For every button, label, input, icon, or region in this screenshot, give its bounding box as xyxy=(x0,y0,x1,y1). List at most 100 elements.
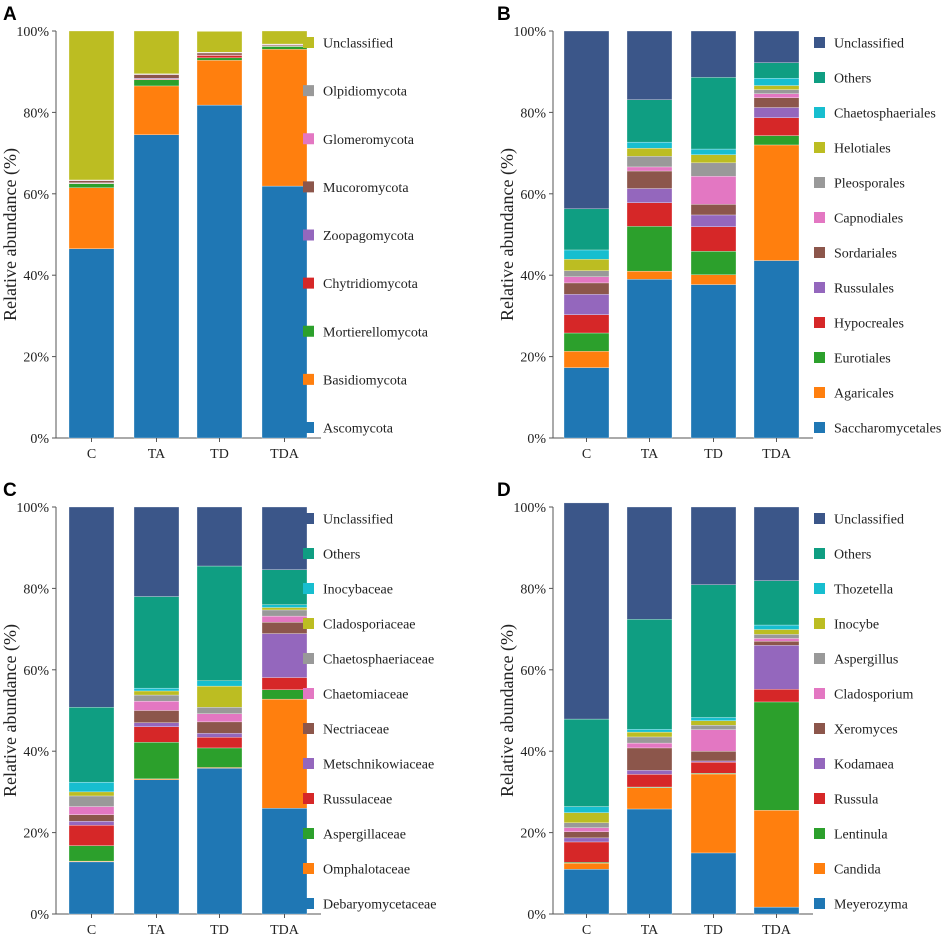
bar-segment-unclassified-c xyxy=(563,30,610,210)
legend-swatch xyxy=(814,688,825,699)
bar-segment-chaetosphaeriaceae-td xyxy=(196,707,243,714)
bar-segment-kodamaea-tda xyxy=(753,645,800,690)
bar-segment-unclassified-ta xyxy=(133,506,180,597)
x-tick-label: C xyxy=(87,447,96,462)
legend-label: Saccharomycetales xyxy=(834,422,941,437)
bar-segment-aspergillus-tda xyxy=(753,634,800,639)
bar-segment-candida-tda xyxy=(753,810,800,908)
bar-segment-unclassified-tda xyxy=(261,30,308,45)
legend-label: Sordariales xyxy=(834,247,897,262)
bar-segment-unclassified-ta xyxy=(626,506,673,620)
x-tick-label: C xyxy=(582,923,591,936)
legend-label: Cladosporium xyxy=(834,688,913,703)
legend-label: Mucoromycota xyxy=(323,181,409,196)
legend-swatch xyxy=(814,37,825,48)
y-tick-label: 20% xyxy=(520,351,546,366)
bar-segment-meyerozyma-c xyxy=(563,869,610,915)
legend-label: Chaetosphaeriales xyxy=(834,107,936,122)
x-tick-label: TDA xyxy=(762,447,792,462)
bar-segment-omphalotaceae-tda xyxy=(261,698,308,809)
x-tick-label: TDA xyxy=(270,923,300,936)
bar-segment-metschnikowiaceae-tda xyxy=(261,633,308,678)
legend-swatch xyxy=(303,863,314,874)
panel-d: D Relative abundance (%) 0% 20% 40% 60% 80% 100… xyxy=(497,480,913,936)
bar-segment-helotiales-td xyxy=(690,154,737,164)
legend-swatch xyxy=(814,828,825,839)
bar-segment-xeromyces-td xyxy=(690,751,737,762)
bar-segment-xeromyces-c xyxy=(563,831,610,839)
legend-swatch xyxy=(814,142,825,153)
x-tick-label: TA xyxy=(641,923,659,936)
legend-label: Zoopagomycota xyxy=(323,229,415,244)
legend-swatch xyxy=(814,513,825,524)
y-axis-label: Relative abundance (%) xyxy=(497,148,518,321)
bar-segment-sordariales-c xyxy=(563,282,610,295)
bar-segment-aspergillus-td xyxy=(690,725,737,730)
legend-label: Meyerozyma xyxy=(834,898,909,913)
bar-segment-unclassified-tda xyxy=(261,506,308,570)
bar-segment-unclassified-ta xyxy=(626,30,673,100)
bar-segment-pleosporales-tda xyxy=(753,89,800,94)
bar-segment-aspergillus-c xyxy=(563,822,610,828)
bar-segment-others-ta xyxy=(133,596,180,689)
bar-segment-basidiomycota-c xyxy=(68,187,115,249)
bar-segment-meyerozyma-tda xyxy=(753,906,800,915)
bar-segment-chaetomiaceae-ta xyxy=(133,700,180,711)
bar-segment-hypocreales-ta xyxy=(626,202,673,227)
bar-segment-others-td xyxy=(196,565,243,681)
bar-segment-mortierellomycota-ta xyxy=(133,79,180,87)
legend-swatch xyxy=(814,72,825,83)
bar-segment-metschnikowiaceae-ta xyxy=(133,722,180,727)
bar-segment-aspergillaceae-td xyxy=(196,747,243,768)
x-tick-label: TD xyxy=(210,923,229,936)
legend-swatch xyxy=(814,282,825,293)
bar-segment-thozetella-td xyxy=(690,717,737,721)
bar-segment-others-td xyxy=(690,77,737,150)
legend-swatch xyxy=(303,229,314,241)
legend-swatch xyxy=(814,247,825,258)
legend-label: Unclassified xyxy=(323,37,393,52)
bar-segment-eurotiales-tda xyxy=(753,135,800,146)
legend-label: Nectriaceae xyxy=(323,723,389,738)
legend-swatch xyxy=(814,317,825,328)
legend-swatch xyxy=(814,583,825,594)
legend-swatch xyxy=(303,277,314,289)
legend-swatch xyxy=(814,548,825,559)
legend-label: Others xyxy=(834,72,871,87)
bar-segment-aspergillus-ta xyxy=(626,736,673,744)
y-tick-label: 60% xyxy=(23,188,49,203)
bar-segment-mortierellomycota-td xyxy=(196,57,243,61)
legend-label: Candida xyxy=(834,863,881,878)
bar-segment-debaryomycetaceae-ta xyxy=(133,779,180,915)
y-tick-label: 100% xyxy=(513,25,546,40)
x-tick-label: TDA xyxy=(762,923,792,936)
legend-label: Chaetomiaceae xyxy=(323,688,409,703)
legend-label: Others xyxy=(323,548,360,563)
bar-segment-russulales-c xyxy=(563,294,610,315)
bar-segment-capnodiales-td xyxy=(690,176,737,205)
bar-segment-nectriaceae-tda xyxy=(261,622,308,634)
bar-segment-unclassified-c xyxy=(68,506,115,708)
bar-segment-others-tda xyxy=(261,569,308,605)
bar-segment-mucoromycota-ta xyxy=(133,74,180,79)
panel-letter: D xyxy=(497,480,511,501)
bar-segment-inocybe-c xyxy=(563,812,610,823)
bar-segment-unclassified-td xyxy=(196,31,243,53)
bar-segment-metschnikowiaceae-td xyxy=(196,733,243,738)
bar-segment-cladosporiaceae-tda xyxy=(261,607,308,611)
bar-segment-meyerozyma-ta xyxy=(626,808,673,915)
legend-label: Chytridiomycota xyxy=(323,277,419,292)
bar-segment-others-ta xyxy=(626,99,673,143)
bar-segment-saccharomycetales-td xyxy=(690,284,737,439)
legend-swatch xyxy=(814,177,825,188)
bar-segment-russulales-ta xyxy=(626,188,673,203)
bar-segment-inocybaceae-tda xyxy=(261,604,308,608)
bar-segment-russula-ta xyxy=(626,774,673,788)
bar-segment-mortierellomycota-tda xyxy=(261,46,308,50)
legend-swatch xyxy=(303,758,314,769)
bar-segment-chaetomiaceae-c xyxy=(68,806,115,815)
bar-segment-others-td xyxy=(690,584,737,718)
bar-segment-chaetosphaeriales-td xyxy=(690,148,737,155)
bar-segment-cladosporium-c xyxy=(563,827,610,832)
bar-segment-agaricales-c xyxy=(563,351,610,368)
